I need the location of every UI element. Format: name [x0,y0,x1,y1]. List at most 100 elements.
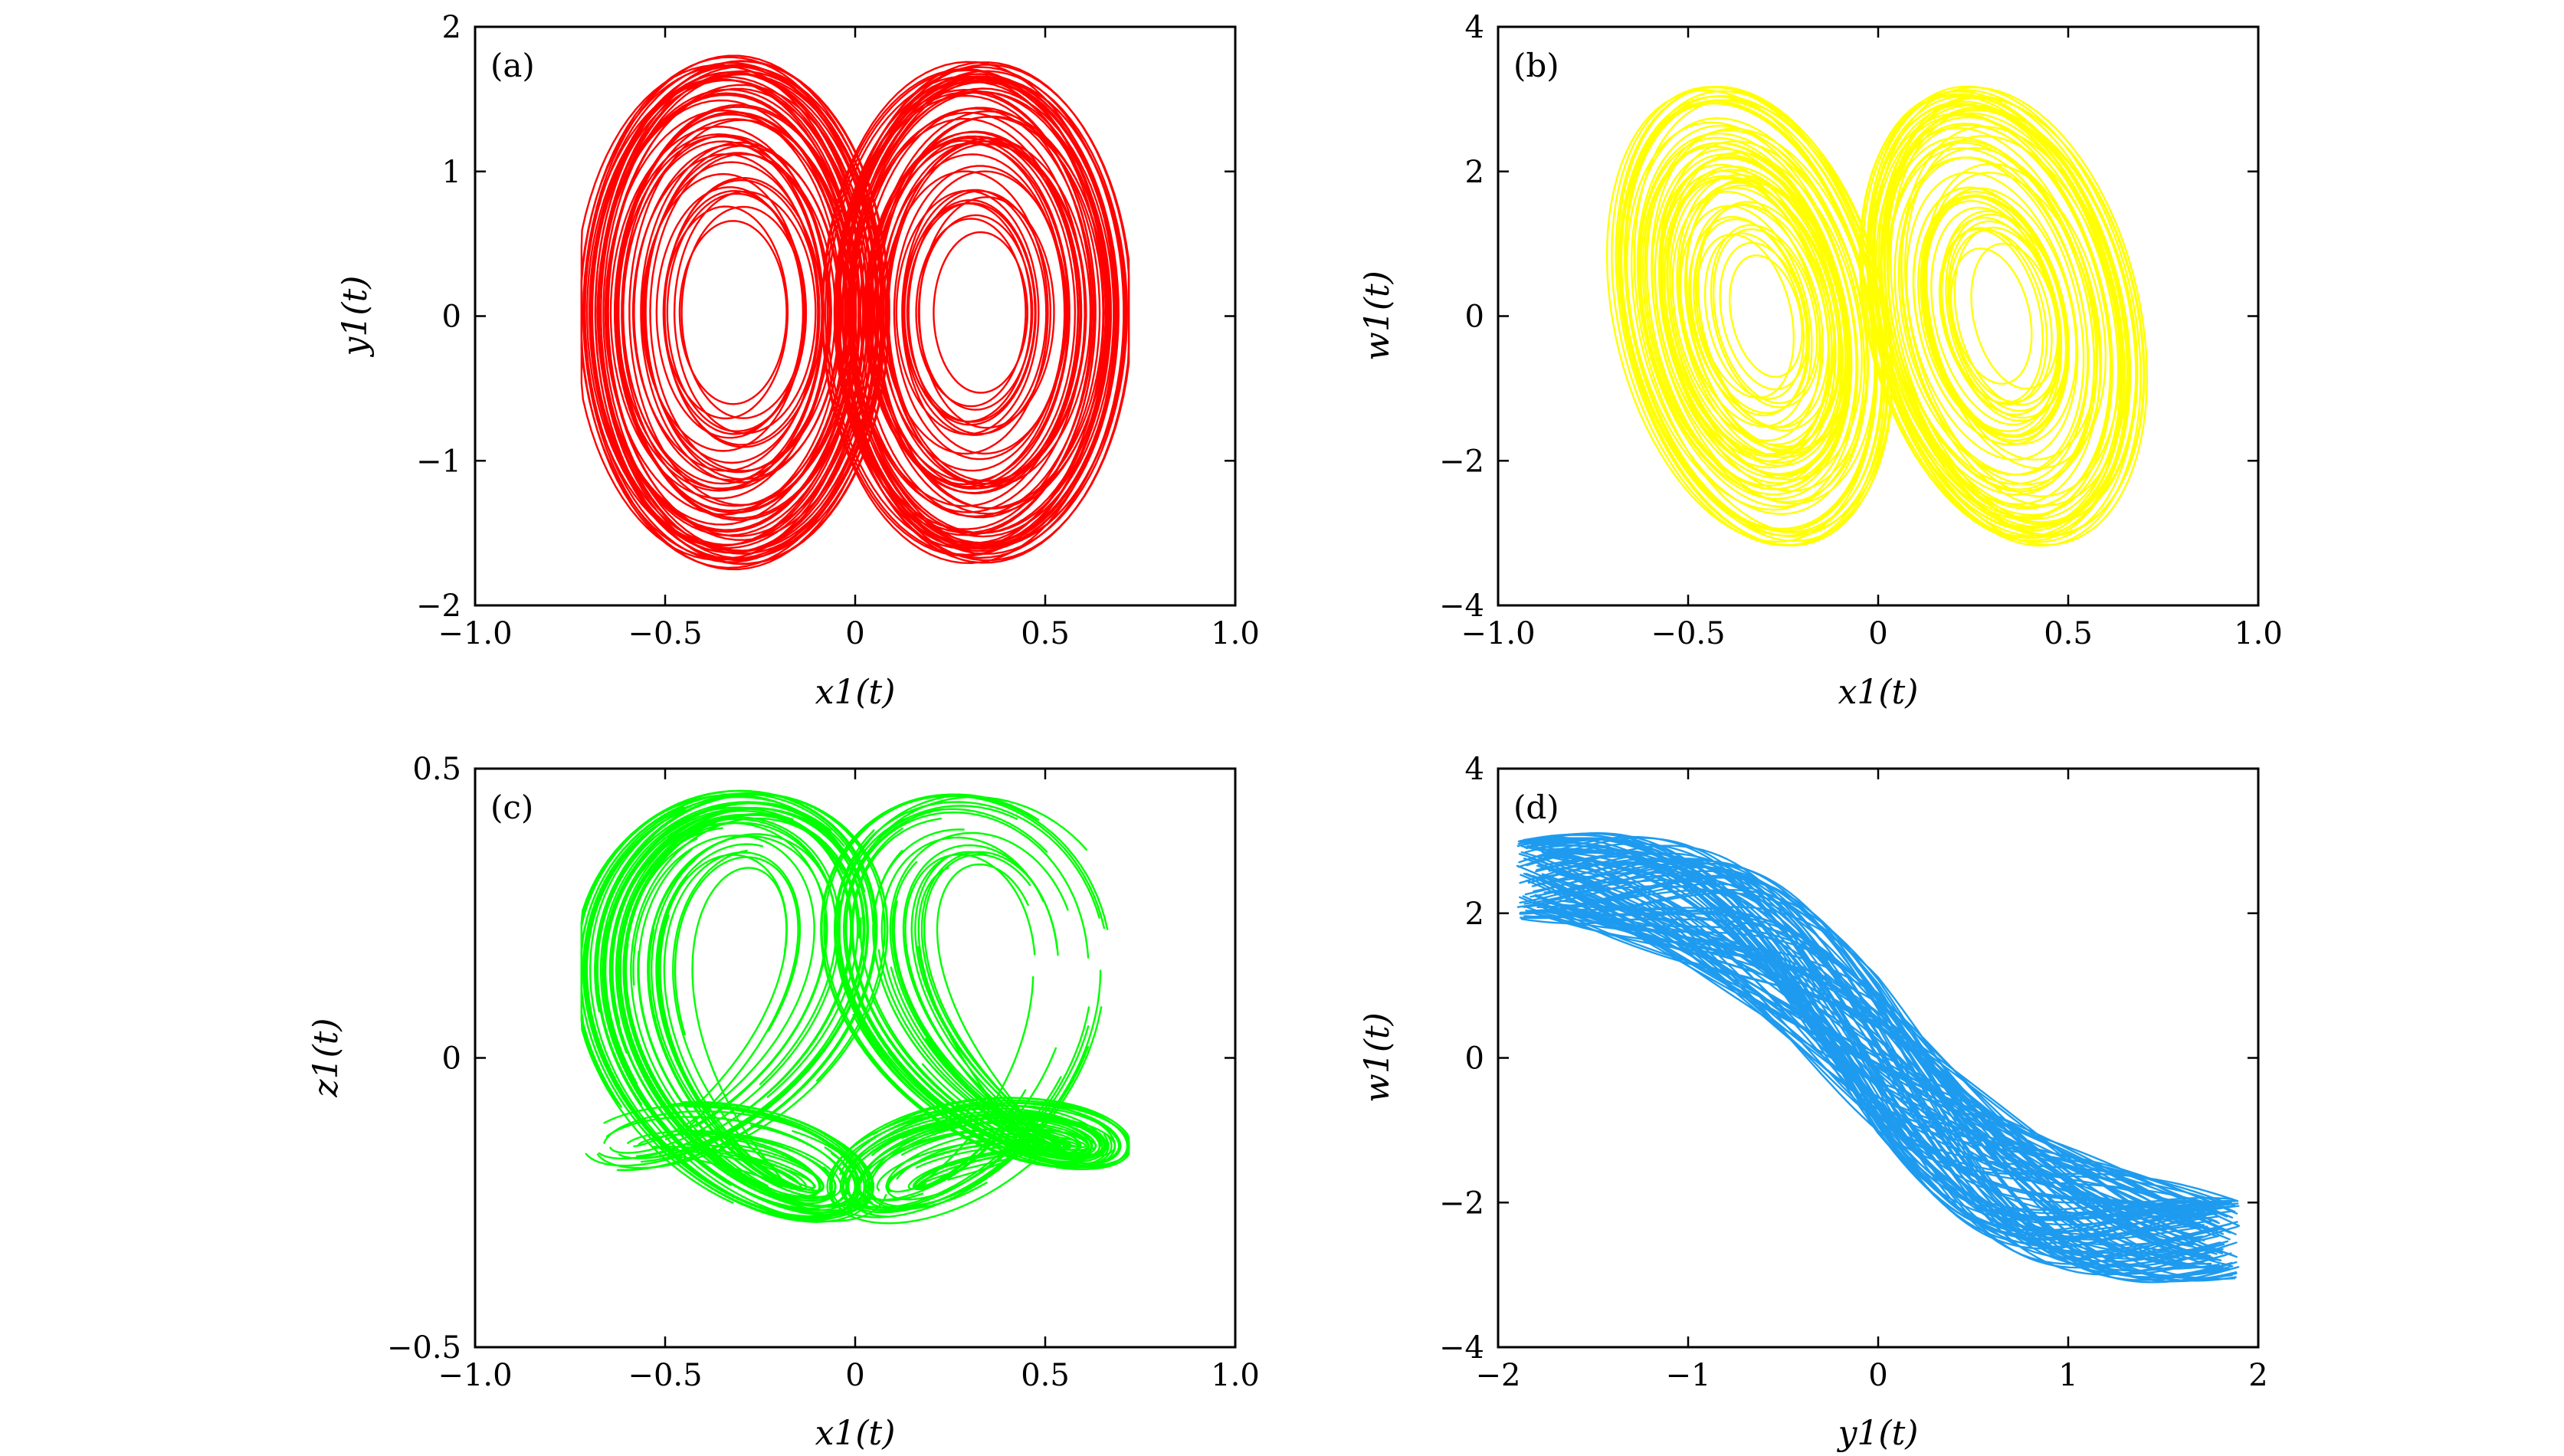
trajectory-segment [1687,215,1808,417]
trajectory-segment [910,851,1050,1159]
trajectory-segment [625,943,834,1200]
trajectory-segment [1631,117,1868,515]
x-tick-label: −0.5 [1651,616,1725,651]
trajectory-segment [663,851,802,1172]
y-tick-label: 4 [1465,752,1484,787]
trajectory-segment [821,61,1116,564]
y-tick-label: −0.5 [387,1330,461,1366]
panel-b-trajectory [1605,85,2148,547]
trajectory-segment [851,818,1082,1154]
trajectory-segment [833,76,1111,549]
trajectory-segment [874,116,1104,510]
panel-d-trajectory [1516,831,2241,1284]
y-tick-label: 4 [1465,10,1484,45]
trajectory-segment [1679,205,1813,428]
y-tick-label: −1 [416,444,461,479]
trajectory-segment [1518,835,2238,1265]
trajectory-segment [1517,840,2239,1202]
trajectory-segment [1533,894,2224,1254]
trajectory-segment [1949,248,2033,385]
trajectory-segment [582,882,861,1218]
trajectory-segment [673,190,817,435]
x-tick-label: 1.0 [1211,616,1260,651]
y-tick-label: −4 [1439,1330,1484,1366]
panel-d-yticks: −4 −2 0 2 4 [1439,752,2258,1366]
panel-c-ylabel: z1(t) [307,1018,346,1097]
trajectory-segment [1623,90,1893,543]
trajectory-segment [851,87,1115,538]
trajectory-segment [1523,858,2234,1219]
trajectory-segment [854,107,1095,518]
trajectory-segment [1897,156,2089,476]
trajectory-segment [836,66,1125,559]
trajectory-segment [678,220,788,405]
x-tick-label: 0.5 [1021,1358,1070,1393]
trajectory-segment [1636,124,1866,508]
trajectory-segment [834,89,1097,536]
trajectory-segment [680,205,806,419]
trajectory-segment [1535,852,2221,1254]
x-tick-label: 0 [1868,616,1887,651]
trajectory-segment [619,814,858,1208]
x-tick-label: 1.0 [2234,616,2283,651]
panel-a-yticks: −2 −1 0 1 2 [416,10,1235,624]
trajectory-segment [1520,845,2236,1207]
trajectory-segment [1530,865,2227,1272]
trajectory-segment [1654,153,1849,479]
trajectory-segment [1523,837,2233,1241]
panel-b-xlabel: x1(t) [1838,673,1919,712]
trajectory-segment [638,848,842,1199]
trajectory-segment [1712,228,1818,405]
trajectory-segment [1916,195,2063,438]
trajectory-segment [1883,97,2146,536]
trajectory-segment [841,64,1130,562]
trajectory-segment [1866,85,2142,547]
y-tick-label: 2 [1465,155,1484,190]
trajectory-segment [1867,100,2126,532]
x-tick-label: −2 [1476,1358,1521,1393]
trajectory-segment [1626,121,1859,511]
x-tick-label: 1 [2058,1358,2077,1393]
trajectory-segment [1947,220,2062,412]
trajectory-segment [655,186,805,439]
trajectory-segment [610,821,828,1141]
panel-b-label: (b) [1513,47,1559,84]
trajectory-segment [1880,116,2120,516]
trajectory-segment [836,80,1108,545]
trajectory-segment [605,87,869,537]
trajectory-segment [631,153,819,472]
panel-a-label: (a) [490,47,535,84]
panel-c-label: (c) [490,789,533,826]
trajectory-segment [1541,903,2215,1262]
trajectory-segment [608,807,866,1159]
trajectory-segment [915,218,1027,408]
y-tick-label: 0 [1465,300,1484,335]
trajectory-segment [880,140,1083,485]
panel-d-xticks: −2 −1 0 1 2 [1476,769,2268,1393]
y-tick-label: 1 [442,155,461,190]
trajectory-segment [850,111,1086,513]
trajectory-segment [918,196,1055,429]
trajectory-segment [580,789,877,1172]
trajectory-segment [1949,229,2053,403]
panel-d-xlabel: y1(t) [1837,1414,1919,1453]
panel-d-label: (d) [1513,789,1559,826]
panel-d-ylabel: w1(t) [1358,1012,1397,1103]
panel-a: −1.0 −0.5 0 0.5 1.0 −2 −1 0 1 2 (a) x1(t) y1(t) [336,10,1260,712]
trajectory-segment [838,73,1120,553]
trajectory-segment [666,192,808,432]
trajectory-segment [886,137,1092,488]
trajectory-segment [917,214,1034,411]
x-tick-label: −1.0 [438,616,512,651]
panel-b: −1.0 −0.5 0 0.5 1.0 −4 −2 0 2 4 (b) x1(t) w1(t) [1358,10,2283,712]
trajectory-segment [852,90,1112,534]
trajectory-segment [1545,900,2212,1258]
panel-c-yticks: −0.5 0 0.5 [387,752,1235,1366]
trajectory-segment [644,152,832,474]
trajectory-segment [1905,172,2079,461]
x-tick-label: 0 [845,616,864,651]
trajectory-segment [1676,174,1847,458]
trajectory-segment [674,856,799,1133]
